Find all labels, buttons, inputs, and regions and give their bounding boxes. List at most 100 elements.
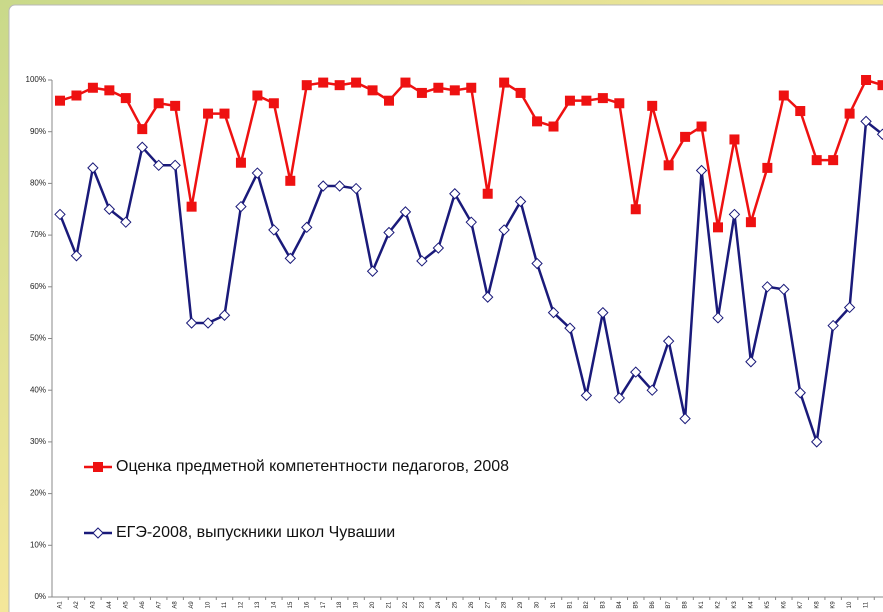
marker bbox=[350, 182, 362, 195]
marker bbox=[317, 180, 329, 192]
marker bbox=[679, 412, 691, 425]
marker bbox=[861, 75, 872, 85]
x-tick-label: A2 bbox=[74, 601, 80, 609]
x-tick-label: 20 bbox=[370, 601, 376, 608]
y-tick-label: 100% bbox=[26, 75, 46, 84]
marker bbox=[235, 157, 246, 168]
x-tick-label: A8 bbox=[173, 601, 179, 609]
marker bbox=[203, 108, 214, 119]
marker bbox=[680, 131, 691, 142]
marker bbox=[268, 98, 279, 109]
marker bbox=[136, 141, 148, 153]
marker bbox=[762, 162, 773, 173]
marker bbox=[630, 366, 642, 378]
x-tick-label: 21 bbox=[387, 601, 393, 608]
marker bbox=[383, 226, 395, 239]
marker bbox=[169, 159, 181, 172]
x-tick-label: 13 bbox=[255, 601, 261, 608]
marker bbox=[416, 87, 427, 98]
x-tick-label: K7 bbox=[798, 601, 804, 609]
marker bbox=[71, 90, 82, 101]
marker bbox=[695, 164, 708, 177]
marker bbox=[104, 85, 115, 96]
marker bbox=[532, 116, 543, 127]
marker bbox=[318, 77, 329, 88]
marker bbox=[515, 87, 526, 98]
marker bbox=[416, 255, 428, 267]
x-tick-label: K4 bbox=[748, 601, 754, 609]
marker bbox=[729, 134, 740, 145]
marker bbox=[235, 200, 247, 213]
marker bbox=[761, 281, 774, 293]
x-tick-label: K8 bbox=[814, 601, 820, 609]
marker bbox=[630, 204, 641, 215]
x-tick-label: B4 bbox=[617, 601, 623, 609]
marker bbox=[827, 319, 839, 332]
y-tick-label: 10% bbox=[30, 540, 46, 549]
x-tick-label: 18 bbox=[337, 601, 343, 608]
marker bbox=[70, 250, 83, 262]
marker bbox=[810, 436, 823, 448]
marker bbox=[55, 95, 65, 106]
marker bbox=[366, 265, 379, 277]
marker bbox=[745, 356, 757, 368]
x-tick-label: 29 bbox=[518, 601, 524, 608]
marker bbox=[613, 392, 626, 404]
marker bbox=[218, 309, 231, 321]
x-tick-label: 31 bbox=[551, 601, 557, 608]
marker bbox=[87, 162, 99, 174]
x-tick-label: K9 bbox=[831, 601, 837, 609]
x-tick-label: A7 bbox=[156, 601, 162, 609]
x-tick-label: 17 bbox=[321, 601, 327, 608]
legend-marker bbox=[92, 527, 104, 539]
marker bbox=[564, 95, 575, 106]
x-tick-label: 19 bbox=[354, 601, 360, 608]
y-tick-label: 0% bbox=[34, 592, 46, 601]
marker bbox=[860, 115, 872, 128]
marker bbox=[877, 80, 883, 91]
marker bbox=[499, 77, 510, 88]
x-tick-label: A3 bbox=[90, 601, 96, 609]
chart-panel bbox=[8, 4, 883, 612]
marker bbox=[268, 224, 280, 236]
marker bbox=[301, 221, 313, 234]
x-tick-label: B3 bbox=[600, 601, 606, 609]
x-tick-label: 11 bbox=[864, 601, 870, 608]
marker bbox=[449, 188, 461, 200]
x-tick-label: A9 bbox=[189, 601, 195, 609]
marker bbox=[301, 80, 312, 91]
marker bbox=[713, 222, 723, 233]
marker bbox=[580, 389, 593, 402]
marker bbox=[614, 98, 625, 109]
marker bbox=[597, 306, 609, 319]
marker bbox=[333, 180, 346, 192]
x-tick-label: 25 bbox=[452, 601, 458, 608]
x-tick-label: K3 bbox=[732, 601, 738, 609]
marker bbox=[251, 167, 264, 179]
x-tick-label: K6 bbox=[781, 601, 787, 609]
marker bbox=[120, 93, 131, 104]
y-tick-label: 20% bbox=[30, 489, 46, 498]
marker bbox=[465, 216, 477, 228]
marker bbox=[285, 175, 296, 186]
marker bbox=[399, 206, 412, 218]
x-tick-label: K2 bbox=[716, 601, 722, 609]
marker bbox=[547, 306, 560, 319]
marker bbox=[152, 159, 165, 172]
plot-area: 0% 10% 20% 30% 40% 50% 60% 70% 80% 90% 100% A1 A2 A3 A… bbox=[26, 75, 883, 609]
x-tick-label: B2 bbox=[584, 601, 590, 609]
marker bbox=[219, 108, 230, 119]
x-tick-label: B8 bbox=[683, 601, 689, 609]
y-tick-label: 30% bbox=[30, 437, 46, 446]
marker bbox=[103, 203, 116, 215]
marker bbox=[794, 387, 806, 399]
x-tick-label: A1 bbox=[58, 601, 64, 609]
marker bbox=[153, 98, 164, 109]
x-tick-label: 15 bbox=[288, 601, 294, 608]
marker bbox=[745, 217, 756, 228]
marker bbox=[351, 77, 362, 88]
x-tick-label: B1 bbox=[568, 601, 574, 609]
marker bbox=[828, 155, 839, 166]
marker bbox=[284, 252, 297, 265]
